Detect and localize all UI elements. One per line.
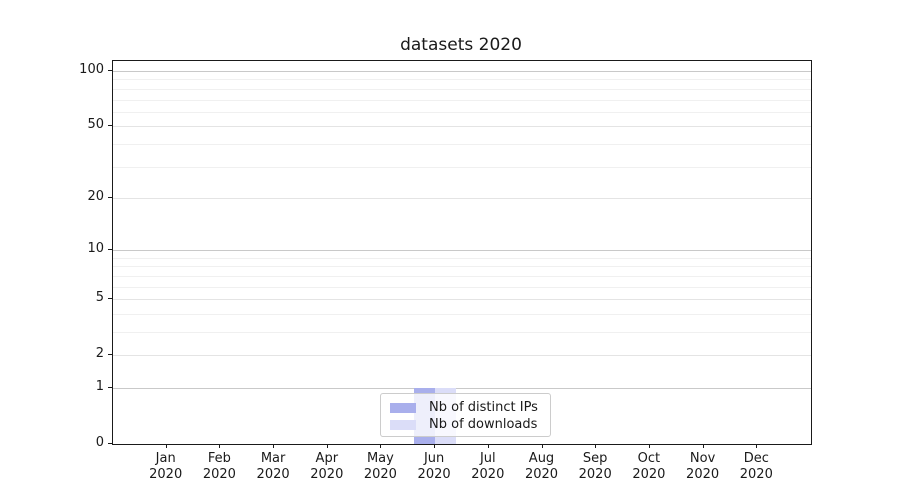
x-tick-mark: [595, 444, 597, 448]
x-tick-label: Aug 2020: [524, 451, 559, 482]
y-tick-label: 20: [87, 188, 104, 204]
y-tick-mark: [108, 298, 112, 300]
x-tick-mark: [219, 444, 221, 448]
x-tick-label: Dec 2020: [739, 451, 773, 482]
y-tick-label: 50: [87, 117, 104, 133]
x-tick-mark: [648, 444, 650, 448]
gridline: [113, 71, 811, 72]
gridline: [113, 299, 811, 301]
legend-entry-downloads: Nb of downloads: [390, 416, 541, 433]
gridline-minor: [113, 257, 811, 259]
y-tick-mark: [108, 443, 112, 444]
x-tick-label: Jul 2020: [471, 451, 505, 482]
gridline-minor: [113, 313, 811, 315]
legend-swatch-downloads: [390, 419, 416, 430]
x-tick-label: Jan 2020: [149, 451, 183, 482]
plot-area: [112, 60, 812, 445]
x-tick-label: Jun 2020: [417, 451, 451, 482]
gridline-minor: [113, 143, 811, 145]
gridline-minor: [113, 88, 811, 90]
gridline-minor: [113, 332, 811, 333]
x-tick-mark: [165, 444, 167, 448]
y-tick-label: 100: [79, 62, 104, 77]
legend: Nb of distinct IPs Nb of downloads: [380, 393, 551, 437]
y-tick-mark: [108, 70, 112, 71]
gridline: [113, 355, 811, 357]
x-tick-mark: [434, 444, 436, 448]
x-tick-label: Feb 2020: [202, 451, 236, 482]
y-tick-mark: [108, 196, 112, 198]
x-tick-mark: [756, 444, 758, 448]
legend-entry-distinct-ips: Nb of distinct IPs: [390, 399, 541, 416]
gridline: [113, 250, 811, 252]
y-tick-mark: [108, 125, 112, 127]
x-tick-mark: [380, 444, 382, 448]
y-tick-label: 2: [95, 346, 104, 362]
chart-title: datasets 2020: [400, 35, 522, 55]
x-tick-mark: [273, 444, 275, 448]
legend-label-downloads: Nb of downloads: [429, 417, 538, 432]
gridline-minor: [113, 286, 811, 288]
y-tick-label: 5: [95, 290, 104, 306]
y-tick-mark: [108, 249, 112, 251]
x-tick-mark: [326, 444, 328, 448]
x-tick-label: Apr 2020: [310, 451, 344, 482]
x-tick-label: Mar 2020: [256, 451, 290, 482]
x-tick-mark: [541, 444, 543, 448]
legend-swatch-distinct-ips: [390, 402, 416, 413]
y-tick-label: 0: [95, 435, 104, 450]
gridline: [113, 197, 811, 199]
y-tick-mark: [108, 387, 112, 388]
gridline: [113, 388, 811, 389]
y-tick-mark: [108, 354, 112, 356]
x-tick-mark: [702, 444, 704, 448]
gridline-minor: [113, 79, 811, 81]
gridline-minor: [113, 111, 811, 113]
gridline: [113, 126, 811, 128]
gridline-minor: [113, 275, 811, 277]
y-tick-label: 1: [95, 379, 104, 394]
legend-label-distinct-ips: Nb of distinct IPs: [429, 400, 538, 415]
x-tick-label: Nov 2020: [686, 451, 720, 482]
x-tick-label: Sep 2020: [578, 451, 612, 482]
gridline-minor: [113, 266, 811, 268]
x-tick-label: May 2020: [363, 451, 397, 482]
gridline-minor: [113, 166, 811, 168]
x-tick-label: Oct 2020: [632, 451, 666, 482]
gridline-minor: [113, 99, 811, 101]
y-tick-label: 10: [87, 241, 104, 257]
x-tick-mark: [487, 444, 489, 448]
